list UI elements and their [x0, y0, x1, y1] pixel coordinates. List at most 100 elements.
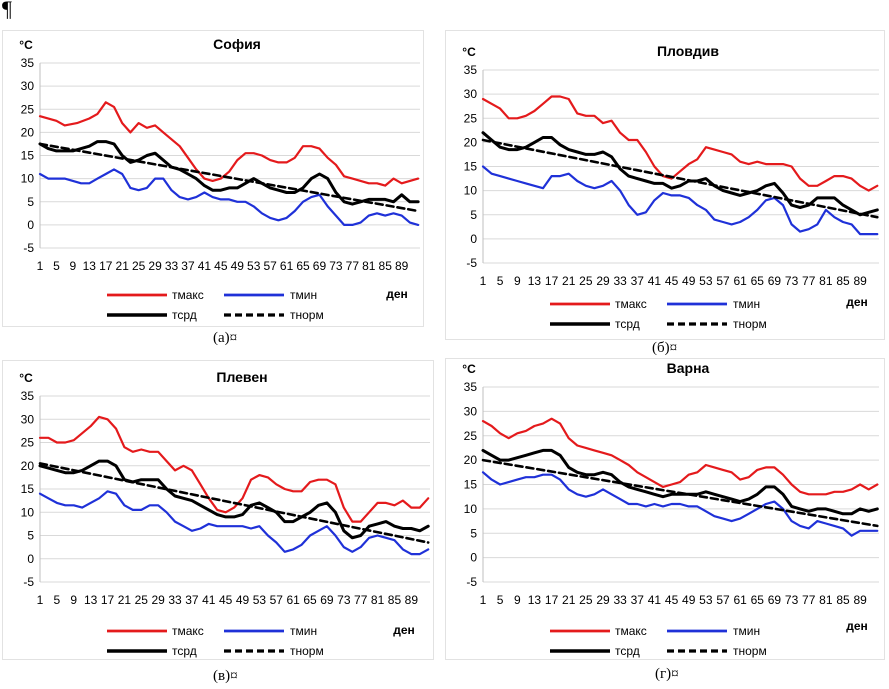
y-tick-label: 0	[470, 551, 477, 565]
x-tick-label: 21	[562, 593, 576, 607]
y-axis-label: °C	[462, 362, 476, 376]
y-tick-label: -5	[466, 256, 477, 270]
y-tick-label: 15	[464, 478, 478, 492]
x-tick-label: 33	[165, 259, 179, 273]
y-tick-label: 15	[21, 149, 35, 163]
x-tick-label: 21	[118, 593, 132, 607]
x-tick-label: 49	[682, 274, 696, 288]
legend-label-tsrd: тсрд	[172, 308, 197, 322]
pilcrow-mark: ¶	[2, 0, 12, 21]
x-tick-label: 13	[528, 274, 542, 288]
x-tick-label: 81	[362, 259, 376, 273]
series-line-tsrd	[38, 459, 430, 540]
x-tick-label: 65	[751, 274, 765, 288]
legend-label-tmax: тмакс	[172, 288, 204, 302]
x-tick-label: 65	[296, 259, 310, 273]
y-tick-label: 25	[464, 429, 478, 443]
x-tick-label: 81	[371, 593, 385, 607]
chart-panel-varna: 35 30 25 20 15 10 5 0 -5 1 5 9 13 17 21 25 29 33 37 41 45 49 5…	[445, 358, 885, 660]
y-tick-label: 5	[27, 529, 34, 543]
legend-label-tnorm: тнорм	[290, 308, 324, 322]
x-tick-label: 1	[480, 274, 487, 288]
x-tick-label: 61	[733, 274, 747, 288]
y-axis-label: °C	[19, 38, 33, 52]
y-tick-label: 25	[21, 102, 35, 116]
x-tick-label: 73	[785, 274, 799, 288]
x-tick-label: 41	[198, 259, 212, 273]
chart-title: София	[213, 36, 261, 52]
x-tick-label: 69	[768, 274, 782, 288]
x-tick-label: 25	[135, 593, 149, 607]
y-axis-label: °C	[462, 45, 476, 59]
y-tick-label: 15	[21, 482, 35, 496]
x-tick-label: 77	[346, 259, 360, 273]
x-tick-label: 53	[699, 274, 713, 288]
x-tick-label: 21	[116, 259, 130, 273]
chart-panel-plovdiv: 35 30 25 20 15 10 5 0 -5 1 5 9 13 17 21 25 29 33 37 41 45 49 5…	[445, 30, 885, 340]
x-tick-label: 69	[313, 259, 327, 273]
x-tick-label: 77	[802, 274, 816, 288]
series-line-tmax	[481, 417, 879, 496]
x-tick-label: 9	[70, 593, 77, 607]
x-tick-label: 9	[70, 259, 77, 273]
x-tick-label: 13	[528, 593, 542, 607]
y-tick-label: -5	[466, 575, 477, 589]
x-tick-label: 33	[613, 274, 627, 288]
x-tick-label: 21	[562, 274, 576, 288]
x-tick-label: 73	[785, 593, 799, 607]
x-tick-label: 57	[270, 593, 284, 607]
x-tick-label: 77	[354, 593, 368, 607]
x-tick-label: 49	[682, 593, 696, 607]
x-tick-label: 41	[648, 274, 662, 288]
x-tick-label: 37	[631, 274, 645, 288]
x-tick-label: 89	[405, 593, 419, 607]
legend-label-tmin: тмин	[733, 297, 760, 311]
x-tick-label: 17	[545, 593, 559, 607]
y-tick-label: 0	[27, 218, 34, 232]
x-tick-label: 85	[388, 593, 402, 607]
x-tick-label: 37	[185, 593, 199, 607]
x-tick-label: 69	[320, 593, 334, 607]
x-tick-label: 45	[214, 259, 228, 273]
y-tick-label: 10	[21, 172, 35, 186]
x-tick-label: 89	[853, 593, 867, 607]
y-tick-label: -5	[23, 241, 34, 255]
legend-label-tmax: тмакс	[615, 297, 647, 311]
legend-label-tnorm: тнорм	[733, 644, 767, 658]
series-line-tnorm	[481, 458, 879, 528]
y-tick-label: 15	[464, 160, 478, 174]
x-tick-label: 57	[716, 593, 730, 607]
legend-label-tmax: тмакс	[172, 624, 204, 638]
x-tick-label: 29	[151, 593, 165, 607]
x-tick-label: 1	[480, 593, 487, 607]
y-tick-label: 20	[464, 453, 478, 467]
y-tick-label: 0	[470, 232, 477, 246]
legend-label-tnorm: тнорм	[290, 644, 324, 658]
series-line-tmin	[38, 168, 420, 226]
legend-label-tsrd: тсрд	[615, 317, 640, 331]
x-tick-label: 69	[768, 593, 782, 607]
x-tick-label: 89	[853, 274, 867, 288]
y-tick-label: 25	[464, 111, 478, 125]
x-tick-label: 53	[699, 593, 713, 607]
series-line-tmax	[38, 415, 430, 523]
x-tick-label: 37	[631, 593, 645, 607]
x-tick-label: 45	[665, 274, 679, 288]
x-tick-label: 29	[596, 593, 610, 607]
y-tick-label: 20	[21, 459, 35, 473]
x-tick-label: 1	[37, 259, 44, 273]
x-tick-label: 81	[819, 593, 833, 607]
x-tick-label: 17	[101, 593, 115, 607]
x-axis-label: ден	[393, 623, 415, 637]
y-tick-label: 30	[21, 79, 35, 93]
legend-label-tmin: тмин	[290, 624, 317, 638]
chart-title: Пловдив	[657, 43, 719, 59]
x-tick-label: 13	[83, 259, 97, 273]
series-line-tmax	[481, 95, 879, 192]
y-tick-label: 35	[21, 56, 35, 70]
chart-panel-sofia: 35 30 25 20 15 10 5 0 -5 1 5 9 13 17 21 25 29 33 37 41 45 49 5…	[2, 30, 424, 327]
x-tick-label: 81	[819, 274, 833, 288]
